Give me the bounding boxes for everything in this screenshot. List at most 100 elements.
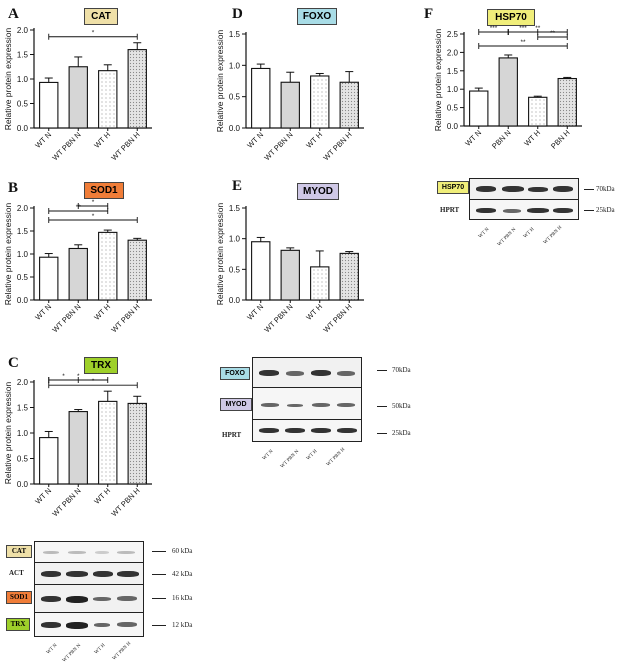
y-tick-label: 0.5	[17, 100, 29, 109]
y-tick-label: 0.0	[17, 296, 29, 305]
x-tick-label: PBN H	[549, 128, 572, 151]
panel-letter-d: D	[232, 6, 243, 22]
blot-hsp70-label: HSP70	[437, 181, 469, 194]
y-tick-label: 0.0	[229, 296, 241, 305]
x-tick-label: WT PBN H	[109, 486, 141, 518]
x-tick-label: WT PBN H	[109, 130, 141, 162]
foxo-tag: FOXO	[297, 8, 337, 25]
y-axis-label: Relative protein expression	[215, 202, 225, 305]
blot-band	[66, 596, 88, 603]
panel-letter-f: F	[424, 6, 434, 22]
trx-tag: TRX	[84, 357, 118, 374]
trx-bar-chart: Relative protein expression 0.0 0.5 1.0 1.5 2…	[3, 373, 152, 518]
lane-label: WT PBN H	[543, 225, 564, 246]
x-tick-label: WT H	[92, 130, 112, 150]
blot-band	[286, 371, 304, 376]
blot-band	[117, 596, 137, 601]
blot-band	[527, 208, 549, 213]
blot-band	[117, 622, 137, 627]
panel-letter-b: B	[8, 180, 19, 196]
kda-50: 50kDa	[392, 402, 411, 410]
bar	[127, 49, 147, 129]
blot-foxo-strip	[252, 357, 362, 388]
lane-label: WT N	[46, 643, 59, 656]
sod1-tag: SOD1	[84, 182, 124, 199]
y-tick-label: 2.0	[17, 378, 29, 387]
significance-label: *	[92, 378, 95, 385]
x-tick-label: WT H	[522, 128, 542, 148]
blot-band	[41, 571, 61, 577]
kda-marker	[152, 598, 166, 599]
lane-label: WT PBN N	[280, 449, 301, 470]
blot-cat-strip	[34, 541, 144, 563]
blot-band	[285, 428, 305, 433]
y-tick-label: 0.5	[17, 273, 29, 282]
kda-marker	[584, 210, 594, 211]
y-tick-label: 0.0	[17, 480, 29, 489]
blot-band	[94, 623, 110, 627]
cat-bar-chart: Relative protein expression 0.0 0.5 1.0 1.5 2…	[3, 26, 152, 162]
blot-band	[311, 428, 331, 433]
x-tick-label: WT N	[33, 486, 53, 506]
x-tick-label: WT H	[304, 302, 324, 322]
bar	[339, 252, 359, 301]
panel-letter-e: E	[232, 178, 243, 194]
significance-label: *	[92, 199, 95, 206]
bar	[68, 411, 88, 485]
y-tick-label: 0.5	[17, 455, 29, 464]
kda-25: 25kDa	[596, 206, 615, 214]
significance-label: **	[520, 39, 526, 46]
kda-marker	[152, 551, 166, 552]
x-tick-label: WT H	[304, 130, 324, 150]
x-tick-label: WT PBN H	[321, 130, 353, 162]
blot-sod1-strip	[34, 585, 144, 613]
y-tick-label: 1.0	[447, 85, 459, 94]
bar	[280, 81, 300, 129]
blot-band	[261, 403, 279, 407]
bar	[39, 437, 59, 485]
bar	[557, 77, 577, 127]
blot-hprt-strip	[469, 200, 579, 220]
significance-label: **	[535, 25, 541, 32]
x-tick-label: WT N	[245, 130, 265, 150]
panel-letter-a: A	[8, 6, 19, 22]
y-tick-label: 1.5	[229, 30, 241, 39]
kda-12: 12 kDa	[172, 621, 193, 629]
x-tick-label: WT N	[33, 130, 53, 150]
bar	[68, 247, 88, 301]
blot-myod-strip	[252, 388, 362, 420]
bar	[39, 81, 59, 129]
blot-hprt-strip-2	[252, 420, 362, 442]
lane-label: WT N	[262, 449, 275, 462]
blot-band	[117, 571, 139, 577]
bar	[498, 57, 518, 127]
sod1-bar-chart: Relative protein expression 0.0 0.5 1.0 1.5 2…	[3, 199, 152, 334]
cat-tag: CAT	[84, 8, 118, 25]
blot-myod-label: MYOD	[220, 398, 252, 411]
y-axis-label: Relative protein expression	[433, 28, 443, 131]
blot-band	[476, 208, 496, 213]
kda-25: 25kDa	[392, 429, 411, 437]
blot-band	[287, 404, 303, 407]
y-tick-label: 2.0	[17, 204, 29, 213]
hsp70-bar-chart: Relative protein expression 0.0 0.5 1.0 1.5 2…	[433, 25, 582, 151]
y-tick-label: 2.0	[17, 26, 29, 35]
bar	[127, 402, 147, 485]
blot-band	[68, 551, 86, 554]
bar	[280, 249, 300, 301]
blot-band	[337, 428, 357, 433]
y-axis-label: Relative protein expression	[3, 381, 13, 484]
blot-band	[66, 571, 88, 577]
blot-act-strip	[34, 563, 144, 585]
bar	[39, 256, 59, 301]
blot-band	[528, 187, 548, 192]
blot-hprt-label: HPRT	[440, 206, 460, 214]
y-tick-label: 2.0	[447, 48, 459, 57]
x-tick-label: WT PBN N	[262, 302, 294, 334]
y-tick-label: 1.5	[17, 404, 29, 413]
kda-marker	[377, 406, 387, 407]
lane-label: WT H	[94, 643, 107, 656]
blot-cat-label: CAT	[6, 545, 32, 558]
bar	[310, 266, 330, 301]
y-tick-label: 1.0	[17, 429, 29, 438]
